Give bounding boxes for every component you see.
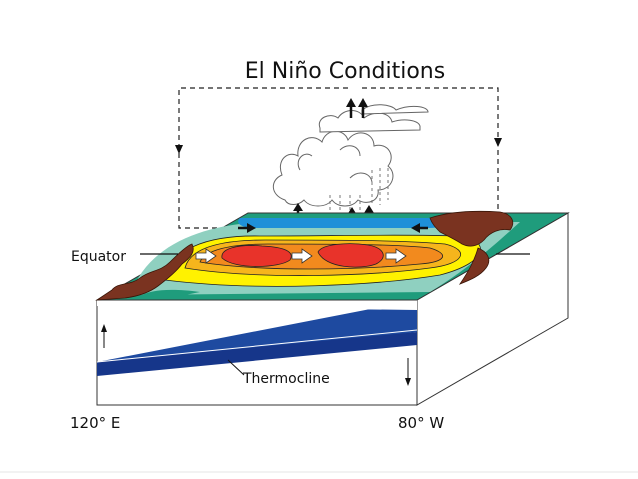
current-arrow-icon: [291, 248, 313, 264]
land-east-coast: [458, 247, 490, 285]
sst-band-cool-blue: [238, 218, 443, 228]
longitude-west-label: 120° E: [70, 414, 120, 432]
rising-air-arrow-icon: [358, 98, 368, 107]
wind-arrow-icon: [411, 223, 428, 233]
circulation-arrows: [175, 138, 502, 154]
equator-label: Equator: [71, 249, 126, 265]
deep-water-layer: [97, 332, 417, 376]
down-arrow-icon: [405, 378, 411, 386]
cloud-icon: [272, 104, 429, 207]
current-arrow-icon: [385, 248, 407, 264]
descending-air-west-arrow-icon: [175, 145, 183, 154]
surface-water-strip: [97, 300, 417, 310]
thermocline-label: Thermocline: [242, 371, 330, 387]
descending-air-east-arrow-icon: [494, 138, 502, 147]
land-west: [95, 243, 194, 301]
current-arrow-icon: [195, 248, 217, 264]
upwelling-arrow-west: [101, 324, 107, 348]
wind-arrow-icon: [238, 223, 256, 233]
thermocline-pointer: [227, 359, 245, 376]
thermocline-line: [96, 329, 418, 363]
rising-air-arrow-icon: [364, 205, 374, 213]
longitude-east-label: 80° W: [398, 414, 444, 432]
downwelling-arrow-east: [405, 358, 411, 386]
surface-wind-arrows: [238, 223, 428, 233]
sst-band-teal-west: [140, 289, 200, 298]
diagram-title: El Niño Conditions: [245, 59, 445, 84]
sst-band-warm-core-west: [221, 245, 292, 267]
rising-air-arrow-icon: [346, 98, 356, 107]
sst-band-warm-core-east: [317, 243, 384, 268]
rising-air-arrow-icon: [293, 203, 303, 211]
up-arrow-icon: [101, 324, 107, 332]
land-east: [429, 210, 514, 247]
ocean-current-arrows: [195, 248, 407, 264]
